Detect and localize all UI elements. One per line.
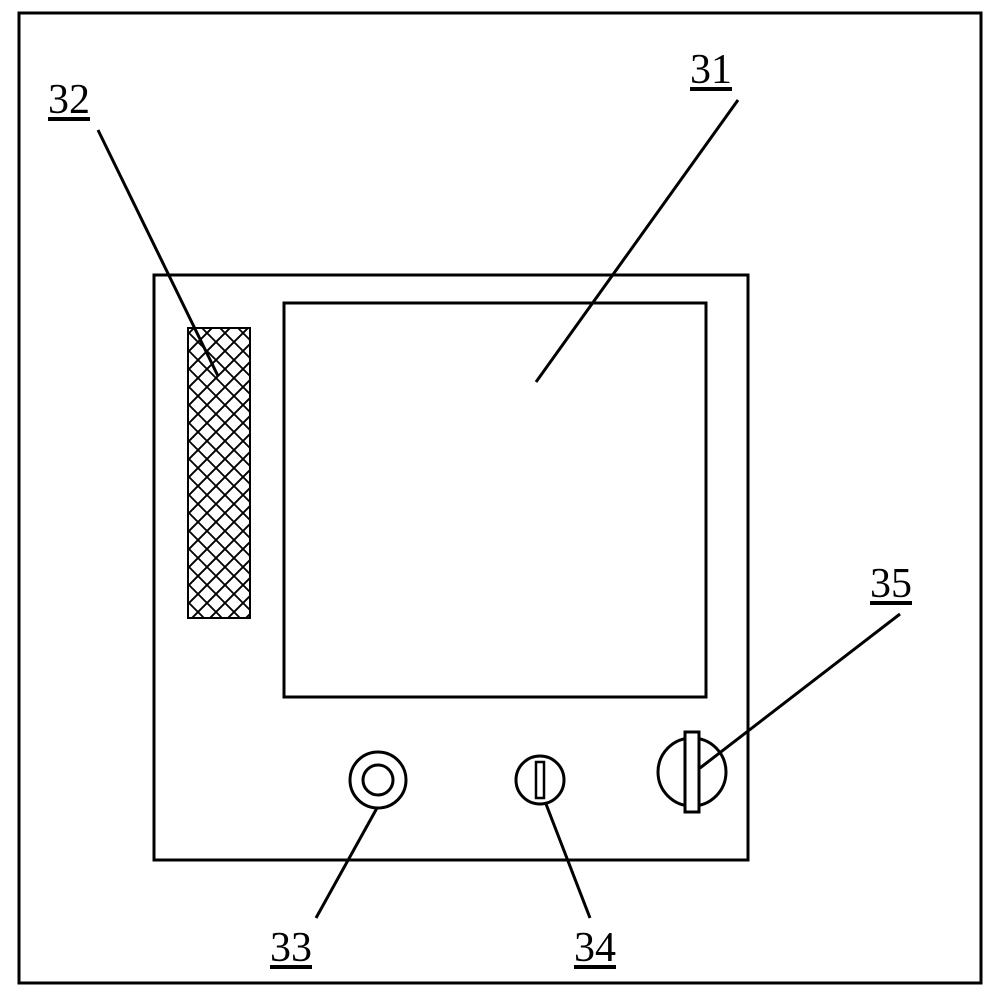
leader-31 [536,100,738,382]
label-32: 32 [48,76,90,124]
knob-35-bar [685,732,699,812]
label-31: 31 [690,46,732,94]
outer-frame [19,13,981,983]
button-33-outer [350,752,406,808]
button-34-bar [536,762,544,798]
label-34: 34 [574,924,616,972]
button-33-inner [363,765,393,795]
leader-32 [98,130,218,376]
label-35: 35 [870,560,912,608]
leader-35 [700,614,900,768]
leader-33 [316,808,377,918]
screen-31 [284,303,706,697]
label-33: 33 [270,924,312,972]
hatched-strip-32 [188,328,250,618]
diagram-svg [0,0,1000,996]
